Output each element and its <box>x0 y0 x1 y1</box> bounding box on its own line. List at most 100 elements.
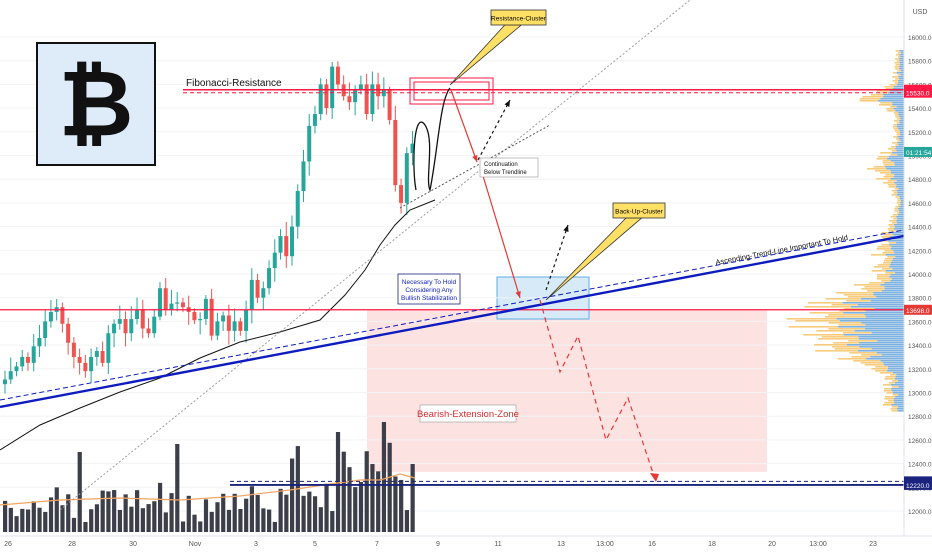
volume-profile-bar <box>848 340 878 342</box>
volume-profile-bar <box>884 378 895 380</box>
volume-profile-bar <box>864 314 904 316</box>
volume-bar <box>387 442 392 532</box>
candle <box>364 84 369 115</box>
volume-profile-bar <box>864 286 885 288</box>
volume-profile-bar <box>897 70 901 72</box>
candle <box>267 268 272 289</box>
volume-profile-bar <box>887 256 896 258</box>
volume-profile-bar <box>815 350 858 352</box>
volume-bar <box>186 495 191 532</box>
volume-profile-bar <box>824 316 866 318</box>
volume-bar <box>261 508 266 532</box>
volume-bar <box>278 488 283 532</box>
volume-profile-bar <box>885 166 904 168</box>
volume-profile-bar <box>899 132 904 134</box>
volume-profile-bar <box>890 172 904 174</box>
y-tick-label: 13200.0 <box>908 367 932 374</box>
volume-profile-bar <box>880 284 904 286</box>
volume-profile-bar <box>896 134 901 136</box>
volume-profile-bar <box>893 108 904 110</box>
continuation-label-1: Continuation <box>484 162 518 168</box>
volume-bar <box>20 508 25 532</box>
x-tick-label: 23 <box>869 541 877 548</box>
volume-bar <box>14 516 19 532</box>
volume-profile-bar <box>821 336 859 338</box>
volume-profile-bar <box>818 338 859 340</box>
volume-profile-bar <box>876 274 891 276</box>
volume-bar <box>71 517 77 532</box>
volume-profile-bar <box>842 302 904 304</box>
volume-profile-bar <box>888 366 904 368</box>
volume-profile-bar <box>898 210 904 212</box>
volume-profile-bar <box>897 140 901 142</box>
volume-profile-bar <box>865 310 904 312</box>
volume-profile-bar <box>887 228 894 230</box>
candle <box>232 321 237 331</box>
x-tick-label: 9 <box>436 541 440 548</box>
volume-profile-bar <box>890 154 898 156</box>
volume-profile-bar <box>900 70 904 72</box>
volume-profile-bar <box>895 376 904 378</box>
volume-bar <box>358 481 364 532</box>
volume-bar <box>370 464 375 532</box>
volume-profile-bar <box>900 200 904 202</box>
volume-profile-bar <box>874 308 904 310</box>
volume-profile-bar <box>896 72 904 74</box>
resistance-cluster-callout-box <box>490 9 547 26</box>
volume-profile-bar <box>871 270 886 272</box>
volume-profile-bar <box>828 322 862 324</box>
volume-profile-bar <box>877 264 891 266</box>
volume-profile-bar <box>897 200 901 202</box>
volume-profile-bar <box>786 318 837 320</box>
price-label-bg <box>904 146 932 157</box>
bearish-zone-box <box>419 404 517 423</box>
volume-bar <box>381 422 387 532</box>
candle <box>157 288 162 317</box>
price-label: 13698.0 <box>906 308 930 315</box>
time-axis-bg <box>0 536 932 550</box>
volume-profile-bar <box>896 220 904 222</box>
volume-bar <box>83 521 88 532</box>
ascending-trendline <box>0 234 905 409</box>
volume-profile-bar <box>875 370 888 372</box>
volume-bar <box>226 509 232 532</box>
volume-bar <box>89 509 94 532</box>
volume-profile-bar <box>897 192 904 194</box>
volume-profile-bar <box>861 288 885 290</box>
volume-profile-bar <box>889 90 904 92</box>
volume-profile-bar <box>892 88 904 90</box>
y-tick-label: 14800.0 <box>908 177 932 184</box>
volume-profile-bar <box>894 224 904 226</box>
volume-profile-bar <box>875 178 891 180</box>
volume-profile-bar <box>880 372 893 374</box>
candle <box>324 84 329 109</box>
volume-profile-bar <box>891 246 904 248</box>
candle <box>14 366 19 372</box>
y-tick-label: 14600.0 <box>908 201 932 208</box>
volume-profile-bar <box>894 82 899 84</box>
volume-profile-bar <box>899 62 904 64</box>
candle <box>353 90 358 103</box>
volume-profile-bar <box>900 56 904 58</box>
volume-bar <box>66 494 71 532</box>
candle <box>48 311 53 322</box>
volume-profile-bar <box>893 398 904 400</box>
bitcoin-logo: ₿ <box>36 42 156 166</box>
y-tick-label: 13400.0 <box>908 343 932 350</box>
candle <box>123 319 128 334</box>
volume-profile-bar <box>894 188 899 190</box>
continuation-note-box <box>479 157 539 178</box>
resistance-cluster-callout-pointer <box>449 24 523 86</box>
volume-profile-bar <box>828 328 865 330</box>
volume-profile-bar <box>893 128 899 130</box>
volume-profile-bar <box>886 168 904 170</box>
candle <box>31 346 36 363</box>
volume-profile-bar <box>887 240 904 242</box>
x-tick-label: 7 <box>375 541 379 548</box>
volume-profile-bar <box>861 298 904 300</box>
volume-profile-bar <box>883 96 904 98</box>
volume-profile-bar <box>892 392 904 394</box>
volume-bar <box>347 467 352 532</box>
